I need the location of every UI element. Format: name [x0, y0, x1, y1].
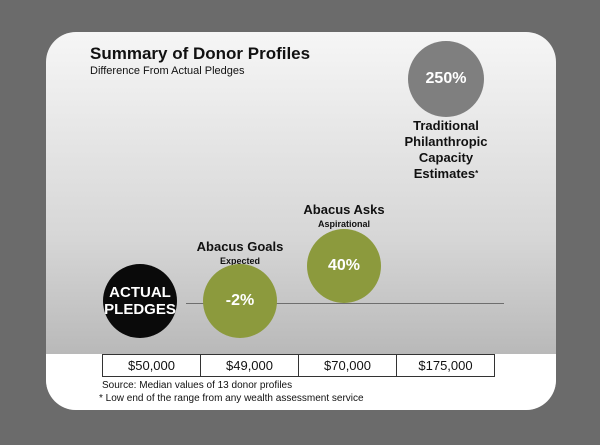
goals-sublabel: Expected: [219, 256, 261, 266]
bubble-actual-pledges: ACTUAL PLEDGES: [103, 264, 177, 338]
trad-footnote-mark: *: [475, 169, 479, 178]
asks-value: 40%: [327, 257, 361, 274]
amount-cell: $50,000: [103, 355, 201, 376]
bubble-actual-label: ACTUAL PLEDGES: [104, 284, 176, 318]
amount-cell: $175,000: [397, 355, 494, 376]
actual-label-line1: ACTUAL: [109, 284, 171, 301]
chart-title: Summary of Donor Profiles: [90, 44, 311, 63]
asks-sublabel: Aspirational: [317, 219, 370, 229]
trad-line3: Estimates: [413, 166, 476, 181]
amounts-table: $50,000 $49,000 $70,000 $175,000: [102, 354, 495, 377]
goals-name: Abacus Goals: [196, 239, 284, 254]
chart-card: Summary of Donor Profiles Difference Fro…: [46, 32, 556, 410]
trad-line2: Philanthropic Capacity: [404, 134, 488, 165]
bubble-traditional-estimates: 250%: [408, 41, 484, 117]
amount-cell: $49,000: [201, 355, 299, 376]
baseline-line: [186, 303, 504, 304]
bubble-abacus-goals: -2%: [203, 264, 277, 338]
label-traditional-estimates: Traditional Philanthropic Capacity Estim…: [376, 118, 516, 182]
source-note: Source: Median values of 13 donor profil…: [102, 380, 293, 391]
bubble-abacus-asks: 40%: [307, 229, 381, 303]
label-abacus-asks: Abacus Asks Aspirational: [286, 202, 402, 229]
goals-value: -2%: [225, 292, 255, 309]
trad-value: 250%: [425, 70, 467, 87]
actual-label-line2: PLEDGES: [104, 301, 176, 318]
label-abacus-goals: Abacus Goals Expected: [180, 239, 300, 266]
asks-name: Abacus Asks: [303, 202, 385, 217]
chart-subtitle: Difference From Actual Pledges: [90, 65, 245, 77]
amount-cell: $70,000: [299, 355, 397, 376]
trad-line1: Traditional: [413, 118, 479, 133]
footnote: * Low end of the range from any wealth a…: [99, 393, 364, 404]
